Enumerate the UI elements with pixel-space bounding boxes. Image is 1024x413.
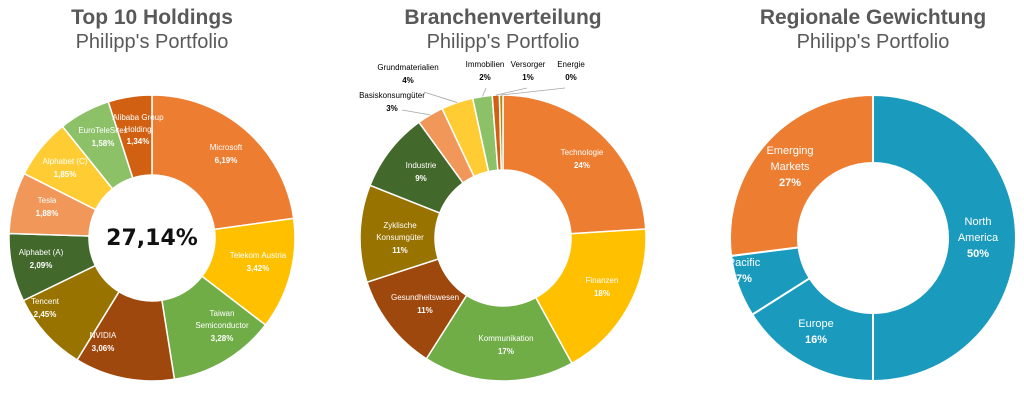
chart3-subtitle: Philipp's Portfolio (797, 31, 950, 53)
chart1-subtitle: Philipp's Portfolio (76, 31, 229, 53)
value-microsoft: 6,19% (215, 156, 238, 165)
value-versorger: 1% (522, 73, 534, 82)
value-finanzen: 18% (594, 289, 610, 298)
value-immobilien: 2% (479, 73, 491, 82)
leader-versorger (495, 87, 528, 96)
value-technologie: 24% (574, 161, 590, 170)
label-emerging-markets-0: Emerging (766, 145, 813, 157)
label-emerging-markets-1: Markets (770, 161, 810, 173)
slice-north-america (872, 93, 1017, 383)
label-taiwan-semiconductor-0: Taiwan (210, 309, 235, 318)
value-telekom-austria: 3,42% (247, 264, 270, 273)
value-alphabet-c: 1,85% (54, 170, 77, 179)
label-immobilien: Immobilien (466, 60, 505, 69)
value-industrie: 9% (415, 174, 427, 183)
label-industrie: Industrie (406, 161, 437, 170)
label-eurotelesites: EuroTeleSites (78, 126, 127, 135)
value-grundmaterialien: 4% (402, 76, 414, 85)
value-taiwan-semiconductor: 3,28% (211, 334, 234, 343)
leader-energie (501, 87, 566, 96)
label-pacific: Pacific (728, 257, 761, 269)
value-basiskonsumg-ter: 3% (386, 104, 398, 113)
label-alibaba-group-holding-1: Holding (124, 125, 151, 134)
label-alibaba-group-holding-0: Alibaba Group (112, 113, 164, 122)
label-zyklische-konsumg-ter-1: Konsumgüter (376, 233, 424, 242)
label-europe: Europe (798, 318, 833, 330)
label-tencent: Tencent (31, 297, 60, 306)
value-energie: 0% (565, 73, 577, 82)
label-alphabet-c: Alphabet (C) (43, 157, 88, 166)
chart2-subtitle: Philipp's Portfolio (427, 31, 580, 53)
slice-microsoft (151, 94, 295, 231)
value-tesla: 1,88% (36, 209, 59, 218)
slice-energie (498, 94, 504, 171)
leader-basiskonsumg-ter (401, 109, 431, 116)
value-tencent: 2,45% (34, 310, 57, 319)
slice-technologie (502, 94, 647, 235)
value-europe: 16% (805, 334, 827, 346)
slice-kommunikation (425, 294, 573, 382)
label-taiwan-semiconductor-1: Semiconductor (195, 321, 249, 330)
leader-grundmaterialien (423, 91, 458, 103)
label-microsoft: Microsoft (210, 143, 243, 152)
label-finanzen: Finanzen (586, 276, 619, 285)
chart2-donut: Technologie 24% Finanzen 18% Kommunikation 17… (359, 60, 647, 382)
label-zyklische-konsumg-ter-0: Zyklische (383, 221, 417, 230)
value-eurotelesites: 1,58% (92, 139, 115, 148)
slice-emerging-markets (729, 93, 874, 258)
label-basiskonsumg-ter: Basiskonsumgüter (359, 91, 425, 100)
chart1-center-total: 27,14% (106, 226, 198, 251)
value-pacific: 7% (736, 273, 752, 285)
value-emerging-markets: 27% (779, 177, 801, 189)
chart2-title: Branchenverteilung (404, 6, 601, 29)
slice-finanzen (534, 228, 647, 365)
label-energie: Energie (557, 60, 585, 69)
label-grundmaterialien: Grundmaterialien (377, 63, 438, 72)
value-kommunikation: 17% (498, 347, 514, 356)
slice-alibaba-group-holding (107, 94, 153, 179)
chart1-title: Top 10 Holdings (71, 6, 233, 29)
value-gesundheitswesen: 11% (417, 306, 433, 315)
label-north-america-0: North (965, 216, 992, 228)
value-alibaba-group-holding: 1,34% (127, 137, 150, 146)
label-north-america-1: America (958, 232, 999, 244)
value-zyklische-konsumg-ter: 11% (392, 246, 408, 255)
value-alphabet-a: 2,09% (30, 261, 53, 270)
chart3-title: Regionale Gewichtung (760, 6, 986, 29)
label-gesundheitswesen: Gesundheitswesen (391, 293, 459, 302)
chart1-donut: Microsoft 6,19% Telekom Austria 3,42% Taiwan… (8, 94, 296, 382)
label-technologie: Technologie (561, 148, 604, 157)
label-versorger: Versorger (511, 60, 546, 69)
value-north-america: 50% (967, 248, 989, 260)
label-nvidia: NVIDIA (90, 331, 117, 340)
chart3-donut: North America 50% Europe 16% Pacific 7% Emergin… (728, 93, 1017, 383)
leader-immobilien (482, 87, 487, 97)
label-tesla: Tesla (38, 196, 57, 205)
label-kommunikation: Kommunikation (478, 334, 533, 343)
label-alphabet-a: Alphabet (A) (19, 248, 64, 257)
value-nvidia: 3,06% (92, 344, 115, 353)
label-telekom-austria: Telekom Austria (230, 251, 287, 260)
